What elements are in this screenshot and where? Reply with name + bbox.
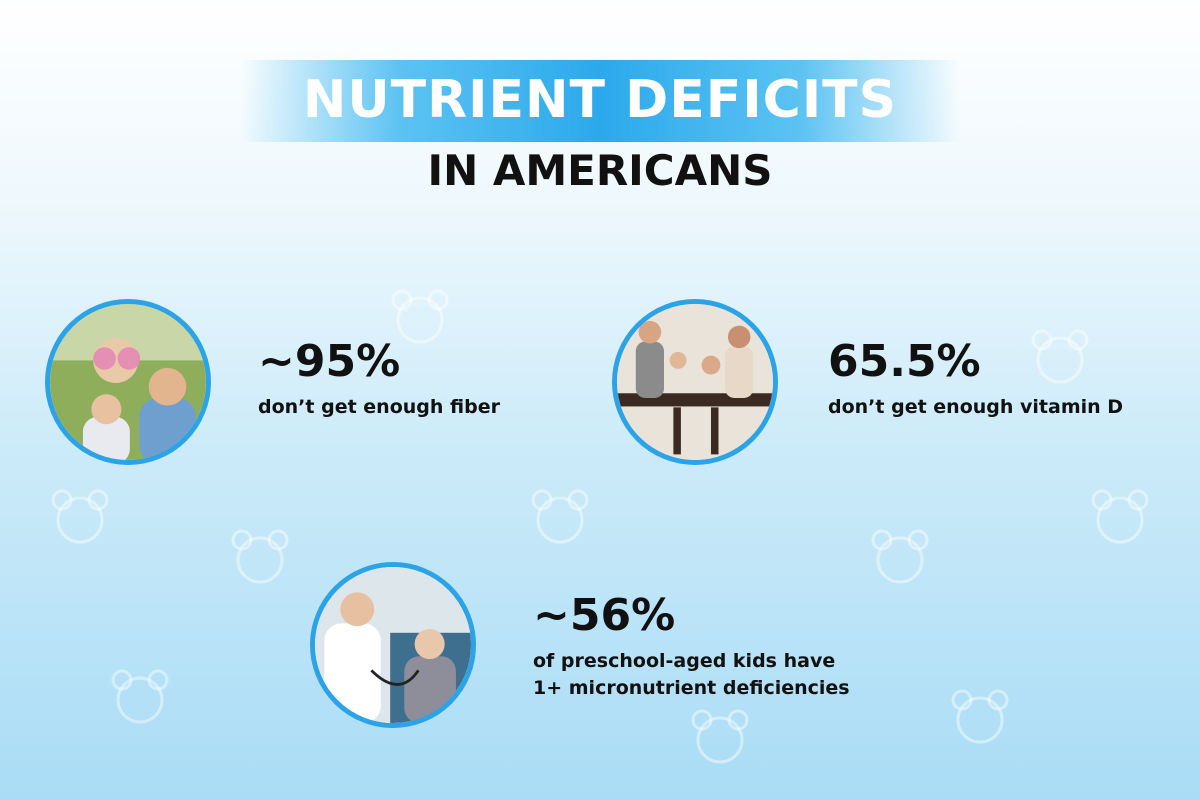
description-line: don’t get enough vitamin D (828, 396, 1124, 418)
photo (310, 562, 476, 728)
description-line: of preschool-aged kids have (533, 650, 836, 672)
stat-description: of preschool-aged kids have 1+ micronutr… (533, 648, 850, 702)
stat-description: don’t get enough vitamin D (828, 394, 1123, 421)
title: NUTRIENT DEFICITS (302, 70, 898, 130)
title-banner (240, 60, 960, 142)
stat: 65.5% don’t get enough vitamin D (828, 336, 1123, 421)
photo (45, 299, 211, 465)
stat-value: 65.5% (828, 336, 981, 387)
stat-value: ~95% (258, 336, 401, 387)
subtitle: IN AMERICANS (427, 146, 773, 195)
stat-value: ~56% (533, 590, 676, 641)
description-line: 1+ micronutrient deficiencies (533, 677, 850, 699)
stat: ~56% of preschool-aged kids have 1+ micr… (533, 590, 850, 702)
stat-description: don’t get enough fiber (258, 394, 500, 421)
photo (612, 299, 778, 465)
description-line: don’t get enough fiber (258, 396, 500, 418)
stat: ~95% don’t get enough fiber (258, 336, 500, 421)
